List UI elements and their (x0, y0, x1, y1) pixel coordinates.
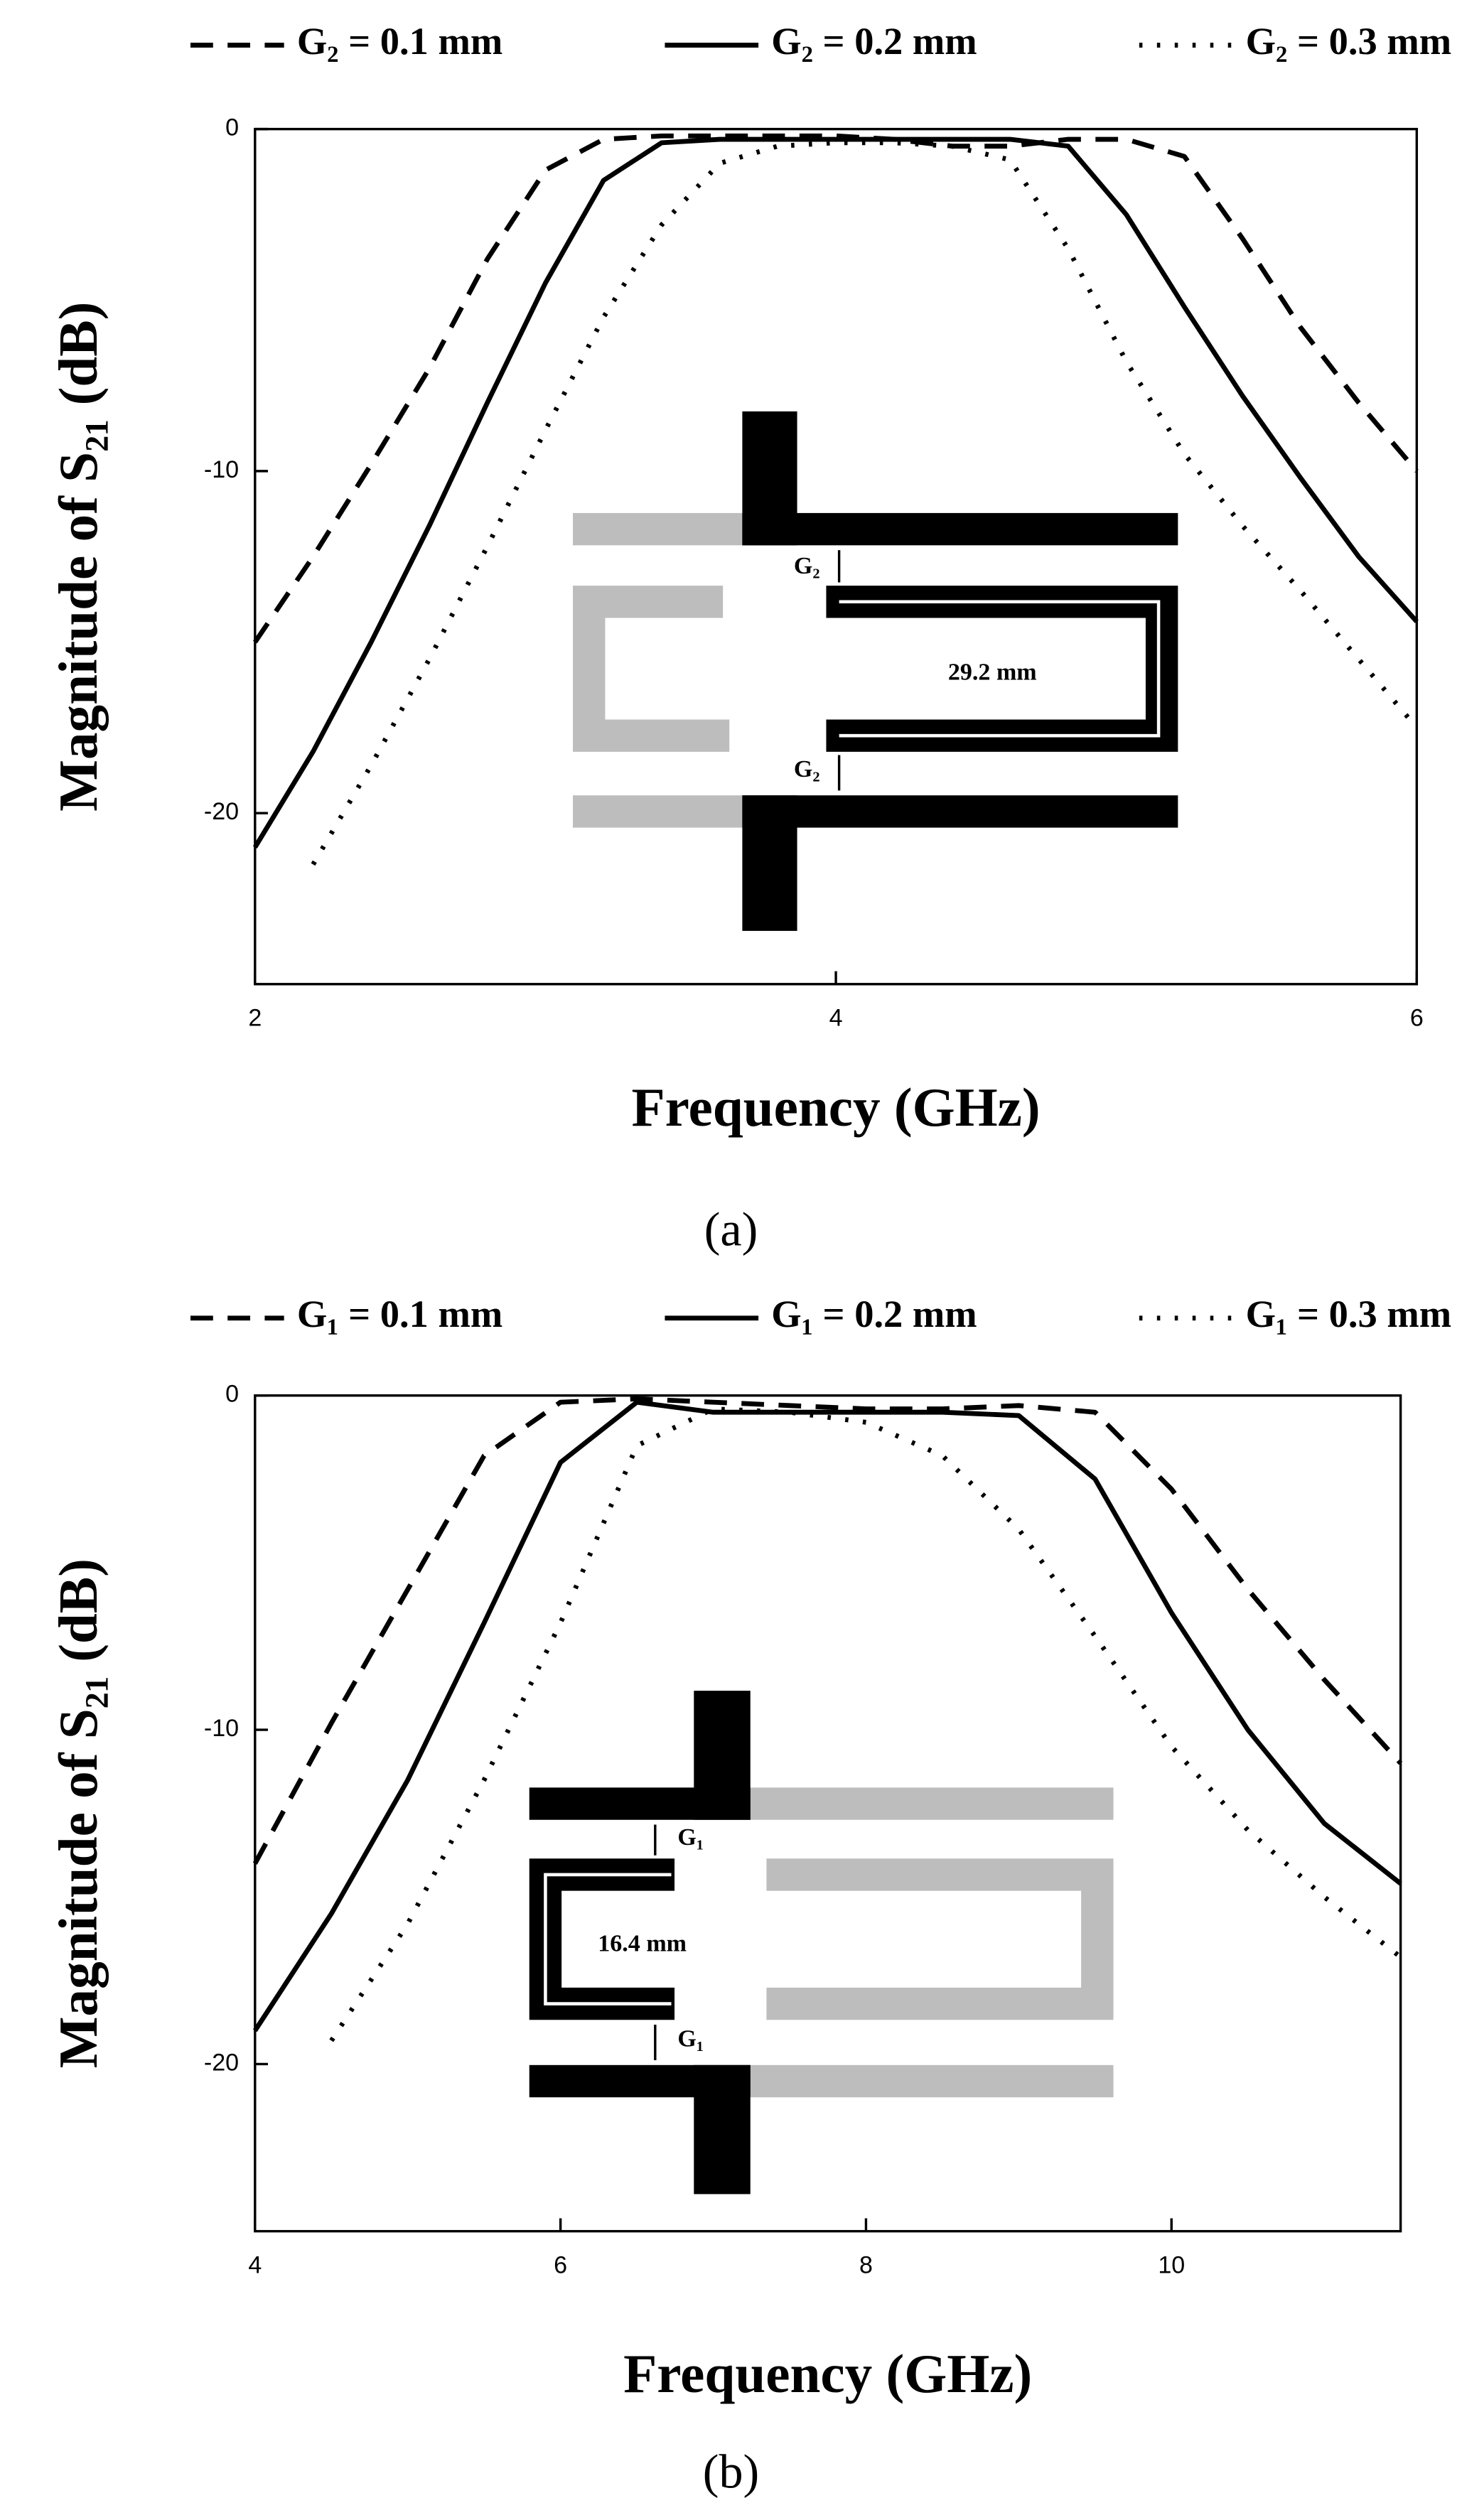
x-axis-label: Frequency (GHz) (632, 1077, 1041, 1138)
y-tick-label: 0 (225, 1381, 239, 1408)
x-axis-label: Frequency (GHz) (623, 2343, 1032, 2404)
y-tick-label: -10 (204, 456, 239, 483)
inset-label: 16.4 mm (598, 1931, 687, 1957)
x-tick-label: 8 (859, 2252, 873, 2279)
legend-label: G₁ = 0.3 mm (1246, 1292, 1451, 1335)
series-line (252, 133, 1419, 644)
x-tick-label: 4 (829, 1005, 843, 1032)
inset-diagram-a (573, 411, 1178, 931)
legend-label: G₂ = 0.2 mm (771, 19, 977, 63)
inset-label: G₁ (677, 1824, 704, 1851)
caption: (b) (703, 2444, 759, 2498)
plot-frame (254, 1394, 1402, 2233)
series-line (252, 136, 1419, 849)
x-tick-label: 4 (248, 2252, 262, 2279)
y-tick-label: 0 (225, 114, 239, 141)
inset-label: G₂ (794, 553, 820, 579)
caption: (a) (704, 1202, 758, 1256)
y-axis-label: Magnitude of S₂₁ (dB) (48, 1558, 109, 2068)
inset-label: G₂ (794, 756, 820, 782)
y-axis-label: Magnitude of S₂₁ (dB) (48, 302, 109, 812)
plot-frame (254, 127, 1419, 986)
legend-label: G₂ = 0.3 mm (1246, 19, 1451, 63)
x-tick-label: 2 (248, 1005, 262, 1032)
series-line (311, 140, 1419, 866)
legend-label: G₁ = 0.2 mm (771, 1292, 977, 1335)
series-line (329, 1406, 1402, 2042)
y-tick-label: -20 (204, 2049, 239, 2076)
legend-label: G₁ = 0.1 mm (297, 1292, 502, 1335)
inset-label: G₁ (677, 2026, 704, 2052)
series-line (252, 1399, 1402, 2032)
x-tick-label: 10 (1158, 2252, 1185, 2279)
y-tick-label: -20 (204, 798, 239, 825)
inset-diagram-b (529, 1691, 1114, 2195)
x-tick-label: 6 (554, 2252, 567, 2279)
series-line (252, 1396, 1403, 1865)
inset-label: 29.2 mm (948, 659, 1037, 686)
x-tick-label: 6 (1410, 1005, 1424, 1032)
y-tick-label: -10 (204, 1715, 239, 1742)
legend-label: G₂ = 0.1 mm (297, 19, 502, 63)
